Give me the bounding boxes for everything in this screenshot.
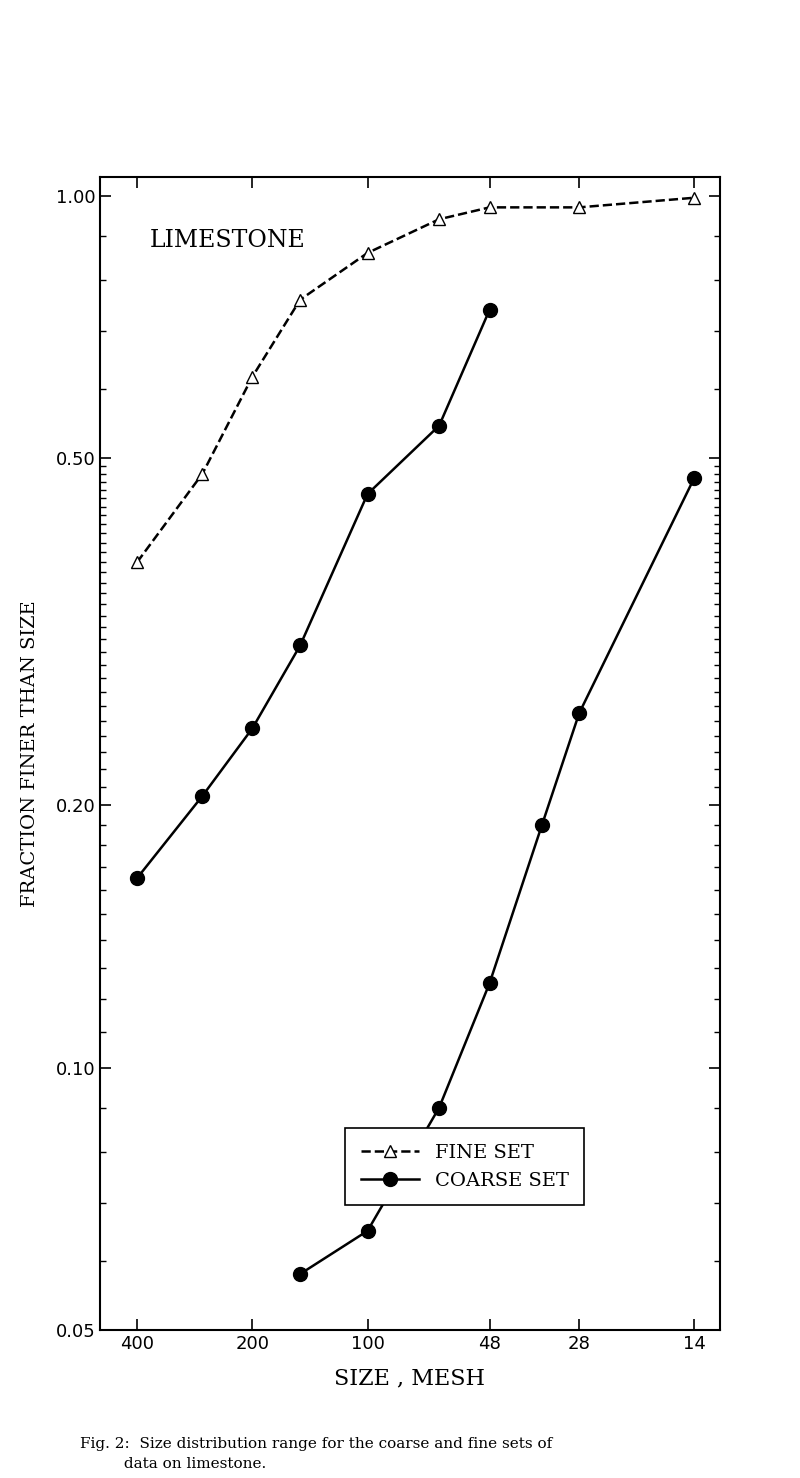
COARSE SET (434, 417, 444, 435)
Y-axis label: FRACTION FINER THAN SIZE: FRACTION FINER THAN SIZE (21, 600, 38, 907)
COARSE SET (362, 485, 372, 503)
FINE SET (247, 368, 257, 386)
FINE SET (362, 244, 372, 262)
FINE SET (574, 198, 584, 216)
Line: FINE SET: FINE SET (131, 192, 701, 569)
COARSE SET (132, 869, 142, 887)
Legend: FINE SET, COARSE SET: FINE SET, COARSE SET (346, 1128, 584, 1205)
FINE SET (295, 291, 305, 309)
FINE SET (485, 198, 494, 216)
X-axis label: SIZE , MESH: SIZE , MESH (334, 1367, 486, 1389)
FINE SET (690, 189, 699, 207)
COARSE SET (198, 788, 207, 806)
FINE SET (132, 553, 142, 571)
Text: Fig. 2:  Size distribution range for the coarse and fine sets of
         data o: Fig. 2: Size distribution range for the … (80, 1437, 552, 1471)
COARSE SET (247, 720, 257, 738)
COARSE SET (295, 637, 305, 655)
Line: COARSE SET: COARSE SET (130, 303, 497, 885)
COARSE SET (485, 302, 494, 319)
Text: LIMESTONE: LIMESTONE (150, 229, 306, 253)
FINE SET (434, 210, 444, 228)
FINE SET (198, 466, 207, 483)
